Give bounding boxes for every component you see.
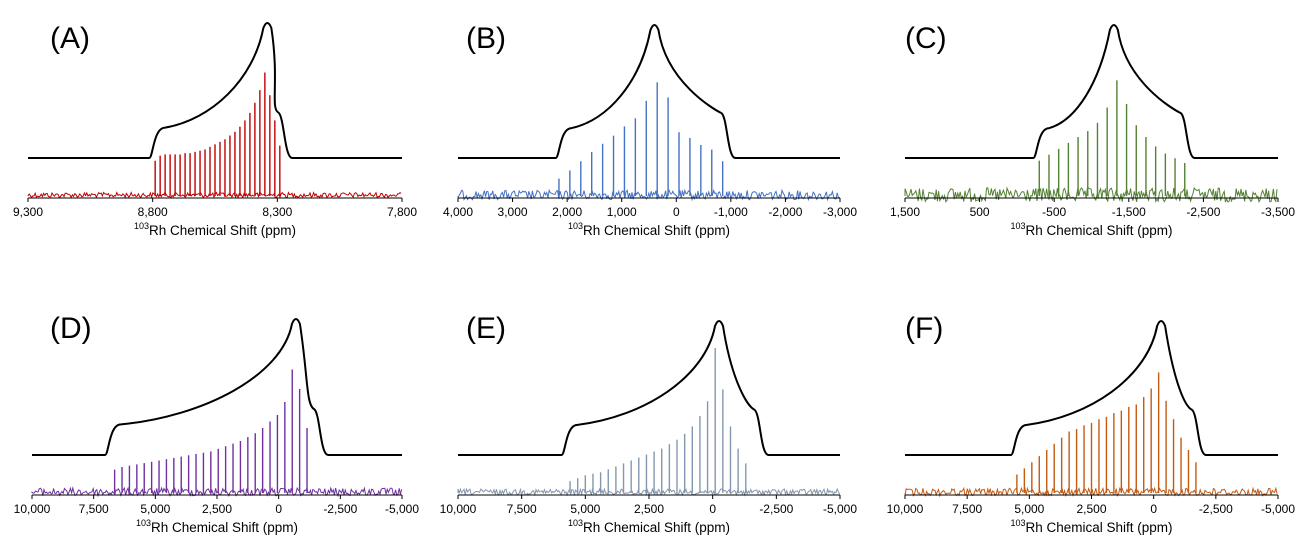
x-tick-label: 10,000 <box>14 502 51 516</box>
x-tick-label: -5,000 <box>1261 502 1295 516</box>
x-tick-label: 2,500 <box>634 502 664 516</box>
chart-panel-a: (A) 9,300 8,800 8,300 7,800 103Rh Chemical Sh… <box>13 22 417 238</box>
x-tick-label: 0 <box>1150 502 1157 516</box>
x-axis-label: 103Rh Chemical Shift (ppm) <box>134 221 296 238</box>
noise-baseline <box>31 486 403 498</box>
x-axis-label: 103Rh Chemical Shift (ppm) <box>568 518 730 535</box>
x-tick-label: 7,500 <box>79 502 109 516</box>
x-tick-label: -2,500 <box>1186 205 1220 219</box>
x-tick-label: 3,000 <box>498 205 528 219</box>
panel-label: (D) <box>50 312 92 345</box>
x-tick-label: 10,000 <box>440 502 477 516</box>
x-tick-label: 500 <box>970 205 990 219</box>
x-axis-label: 103Rh Chemical Shift (ppm) <box>568 221 730 238</box>
chart-panel-e: (E) 10,000 7,500 5,000 2,500 0 -2,500 -5,000 103… <box>440 312 858 535</box>
panel-label: (A) <box>50 22 90 55</box>
x-tick-label: -5,000 <box>823 502 857 516</box>
noise-baseline <box>457 487 841 497</box>
noise-baseline <box>457 188 840 202</box>
x-tick-label: -2,500 <box>759 502 793 516</box>
x-tick-label: 9,300 <box>13 205 43 219</box>
simulated-lineshape <box>458 320 840 456</box>
x-tick-label: -1,000 <box>714 205 748 219</box>
x-tick-label: 10,000 <box>887 502 924 516</box>
simulated-lineshape <box>28 22 402 159</box>
panel-label: (C) <box>905 22 947 55</box>
x-tick-label: 7,500 <box>507 502 537 516</box>
x-tick-label: 8,300 <box>262 205 292 219</box>
x-tick-label: 5,000 <box>1014 502 1044 516</box>
x-tick-label: 5,000 <box>140 502 170 516</box>
noise-baseline <box>27 191 402 200</box>
x-tick-label: -5,000 <box>385 502 419 516</box>
x-tick-label: -3,500 <box>1261 205 1295 219</box>
x-tick-label: 8,800 <box>138 205 168 219</box>
noise-baseline <box>904 486 1278 498</box>
x-tick-label: 0 <box>673 205 680 219</box>
simulated-lineshape <box>32 318 402 456</box>
panel-label: (E) <box>466 312 506 345</box>
simulated-lineshape <box>905 24 1278 159</box>
noise-baseline <box>904 186 1278 204</box>
x-tick-label: 0 <box>275 502 282 516</box>
x-tick-label: 2,500 <box>1076 502 1106 516</box>
x-tick-label: 2,500 <box>202 502 232 516</box>
x-tick-label: -2,000 <box>768 205 802 219</box>
x-tick-label: 4,000 <box>443 205 473 219</box>
x-tick-label: -500 <box>1042 205 1066 219</box>
chart-panel-b: (B) 4,000 3,000 2,000 1,000 0 -1,000 -2,000 -3,0… <box>443 22 857 238</box>
panel-label: (B) <box>466 22 506 55</box>
x-tick-label: 0 <box>709 502 716 516</box>
simulated-lineshape <box>458 24 840 159</box>
chart-panel-f: (F) 10,000 7,500 5,000 2,500 0 -2,500 -5,000 103… <box>887 312 1296 535</box>
x-axis-label: 103Rh Chemical Shift (ppm) <box>1010 221 1172 238</box>
x-tick-label: 1,000 <box>607 205 637 219</box>
x-tick-label: 5,000 <box>570 502 600 516</box>
x-tick-label: -2,500 <box>1199 502 1233 516</box>
x-axis-label: 103Rh Chemical Shift (ppm) <box>136 518 298 535</box>
x-tick-label: -1,500 <box>1112 205 1146 219</box>
chart-panel-d: (D) 10,000 7,500 5,000 2,500 0 -2,500 -5,000 103… <box>14 312 420 535</box>
simulated-lineshape <box>905 320 1278 456</box>
x-tick-label: 1,500 <box>890 205 920 219</box>
x-tick-label: -2,500 <box>323 502 357 516</box>
x-tick-label: 7,800 <box>387 205 417 219</box>
chart-panel-c: (C) 1,500 500 -500 -1,500 -2,500 -3,500 103Rh C… <box>890 22 1295 238</box>
x-axis-label: 103Rh Chemical Shift (ppm) <box>1010 518 1172 535</box>
x-tick-label: 7,500 <box>952 502 982 516</box>
x-tick-label: 2,000 <box>552 205 582 219</box>
panel-label: (F) <box>905 312 943 345</box>
x-tick-label: -3,000 <box>823 205 857 219</box>
